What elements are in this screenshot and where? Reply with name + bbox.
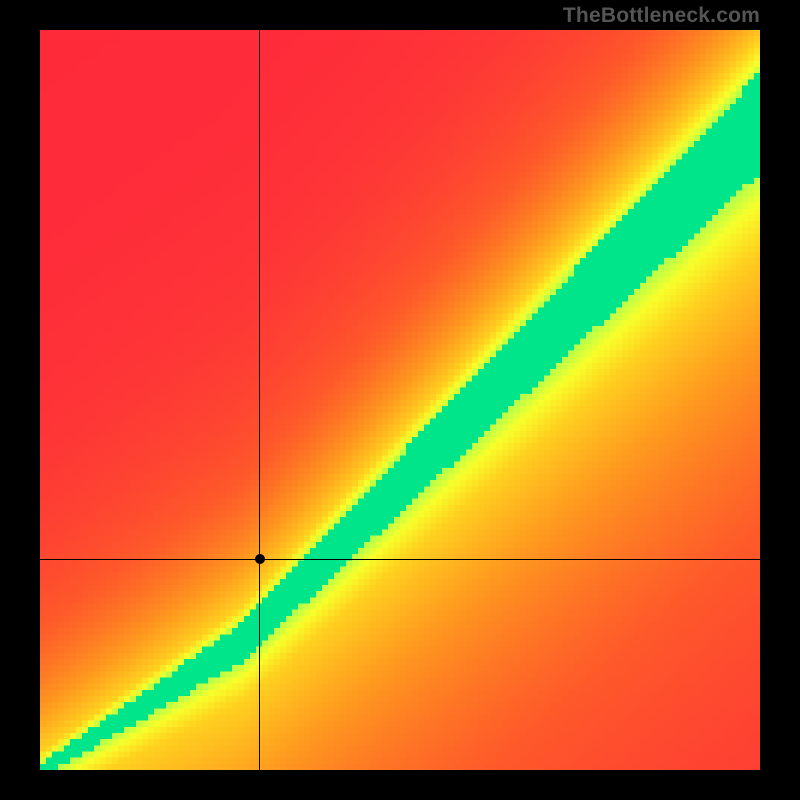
plot-area — [40, 30, 760, 770]
chart-frame: TheBottleneck.com — [0, 0, 800, 800]
selection-marker — [255, 554, 265, 564]
crosshair-vertical — [259, 30, 260, 770]
watermark-text: TheBottleneck.com — [563, 4, 760, 28]
crosshair-horizontal — [40, 559, 760, 560]
bottleneck-heatmap — [40, 30, 760, 770]
